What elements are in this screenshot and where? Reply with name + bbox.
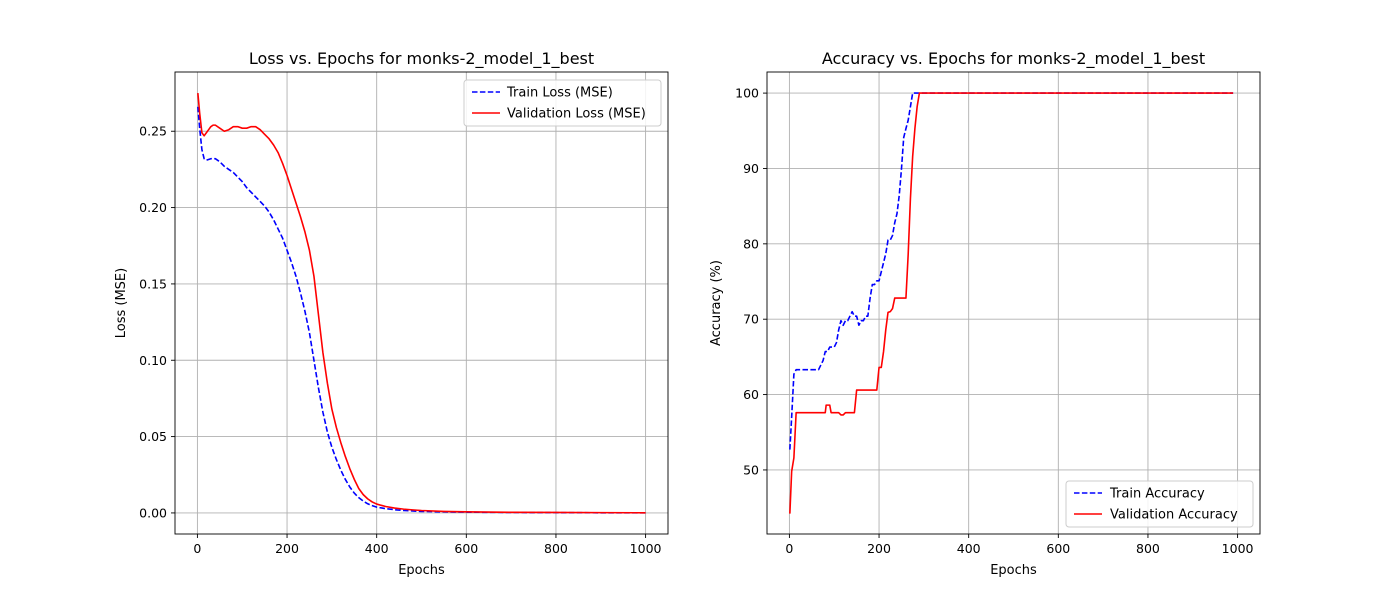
accuracy-chart: 0 200 400 600 800 1000 50 60 70 80 90 100 Accuracy …: [709, 49, 1261, 578]
accuracy-series-train: [789, 92, 1234, 450]
loss-y-tick-label: 0.00: [139, 505, 167, 520]
accuracy-plot-area: [766, 71, 1261, 535]
accuracy-y-tick-label: 80: [743, 236, 759, 251]
loss-chart-title: Loss vs. Epochs for monks-2_model_1_best: [249, 49, 594, 69]
accuracy-y-tick-label: 50: [743, 462, 759, 477]
accuracy-y-tick-label: 60: [743, 387, 759, 402]
legend-label-train-loss: Train Loss (MSE): [506, 86, 613, 101]
accuracy-x-tick-label: 1000: [1222, 541, 1254, 556]
loss-x-axis-label: Epochs: [398, 563, 445, 578]
accuracy-y-axis-label: Accuracy (%): [709, 260, 724, 346]
loss-x-tick-label: 600: [454, 541, 478, 556]
accuracy-x-tick-label: 400: [957, 541, 981, 556]
loss-series-train: [197, 106, 646, 514]
accuracy-chart-title: Accuracy vs. Epochs for monks-2_model_1_…: [822, 49, 1205, 69]
loss-y-tick-label: 0.15: [139, 276, 167, 291]
loss-y-tick-label: 0.05: [139, 429, 167, 444]
loss-y-tick-label: 0.10: [139, 353, 167, 368]
accuracy-series-validation: [789, 92, 1234, 514]
loss-y-axis-label: Loss (MSE): [114, 268, 129, 338]
accuracy-x-axis-label: Epochs: [990, 563, 1037, 578]
loss-y-tick-label: 0.25: [139, 124, 167, 139]
loss-x-tick-label: 1000: [630, 541, 662, 556]
accuracy-y-tick-label: 70: [743, 312, 759, 327]
accuracy-x-tick-label: 800: [1136, 541, 1160, 556]
loss-series-validation: [197, 92, 646, 514]
loss-legend: Train Loss (MSE) Validation Loss (MSE): [463, 79, 662, 127]
loss-x-tick-label: 200: [275, 541, 299, 556]
accuracy-x-tick-label: 0: [785, 541, 793, 556]
loss-x-tick-label: 800: [544, 541, 568, 556]
loss-x-tick-label: 0: [193, 541, 201, 556]
accuracy-y-tick-label: 90: [743, 161, 759, 176]
legend-label-train-accuracy: Train Accuracy: [1109, 487, 1205, 502]
legend-label-validation-loss: Validation Loss (MSE): [507, 107, 646, 122]
accuracy-y-tick-label: 100: [735, 86, 759, 101]
loss-y-tick-label: 0.20: [139, 200, 167, 215]
loss-chart: 0 200 400 600 800 1000 0.00 0.05 0.10 0.15 0.20 0.2…: [114, 49, 669, 578]
legend-label-validation-accuracy: Validation Accuracy: [1110, 508, 1238, 523]
loss-plot-area: [174, 71, 669, 535]
accuracy-legend: Train Accuracy Validation Accuracy: [1065, 480, 1254, 528]
loss-x-tick-label: 400: [365, 541, 389, 556]
accuracy-x-tick-label: 200: [867, 541, 891, 556]
accuracy-x-tick-label: 600: [1046, 541, 1070, 556]
